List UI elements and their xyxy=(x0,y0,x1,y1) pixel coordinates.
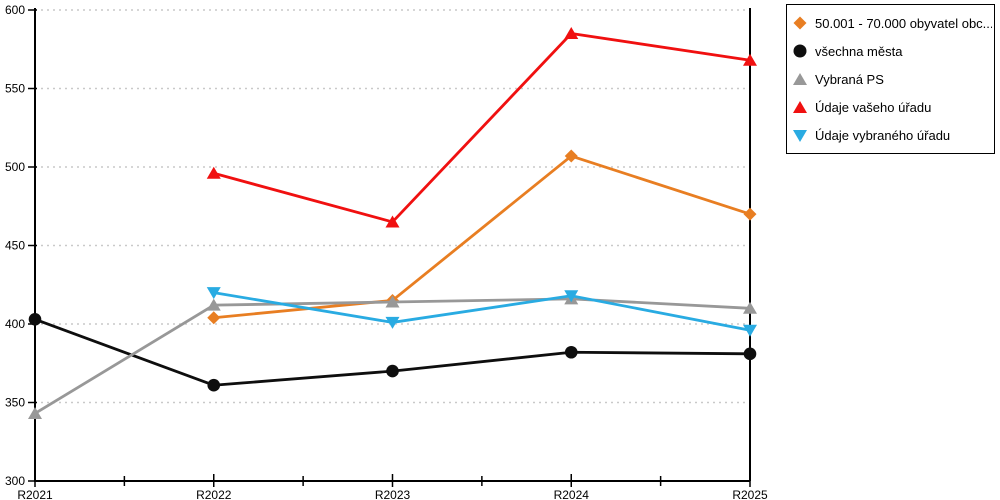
legend-item-label: Údaje vybraného úřadu xyxy=(815,127,951,143)
data-point-triangle-up xyxy=(28,406,42,419)
circle-icon xyxy=(792,43,808,59)
data-point-circle xyxy=(564,345,578,359)
diamond-icon xyxy=(792,15,808,31)
data-point-circle xyxy=(386,364,399,378)
legend-item-1[interactable]: všechna města xyxy=(792,43,992,59)
x-tick-label: R2021 xyxy=(17,488,53,500)
legend-item-0[interactable]: 50.001 - 70.000 obyvatel obc... xyxy=(792,15,992,31)
data-point-triangle-down xyxy=(743,324,757,337)
legend-item-label: Údaje vašeho úřadu xyxy=(815,99,932,115)
x-tick-label: R2023 xyxy=(375,488,411,500)
data-point-triangle-up xyxy=(743,301,757,314)
y-tick-label: 400 xyxy=(5,317,25,331)
y-tick-label: 500 xyxy=(5,160,25,174)
legend: 50.001 - 70.000 obyvatel obc... všechna m… xyxy=(786,4,995,154)
data-point-triangle-down xyxy=(385,316,400,329)
legend-item-label: 50.001 - 70.000 obyvatel obc... xyxy=(815,15,992,31)
data-point-triangle-up xyxy=(385,295,400,308)
legend-item-label: Vybraná PS xyxy=(815,71,884,87)
legend-item-label: všechna města xyxy=(815,43,903,59)
data-point-triangle-down xyxy=(206,287,221,300)
data-point-triangle-up xyxy=(206,166,221,179)
x-tick-label: R2025 xyxy=(732,488,768,500)
series-line-0 xyxy=(213,154,751,320)
data-point-triangle-up xyxy=(564,27,579,40)
data-point-triangle-up xyxy=(385,215,400,228)
data-point-diamond xyxy=(743,207,757,221)
data-point-circle xyxy=(207,378,221,392)
y-tick-label: 600 xyxy=(5,3,25,17)
series-line-4 xyxy=(213,291,751,332)
y-tick-label: 550 xyxy=(5,82,25,96)
y-tick-label: 300 xyxy=(5,474,25,488)
data-point-triangle-up xyxy=(743,53,757,66)
data-point-circle xyxy=(28,312,42,326)
triangle-down-icon xyxy=(792,127,808,143)
legend-item-2[interactable]: Vybraná PS xyxy=(792,71,992,87)
x-tick-label: R2024 xyxy=(554,488,590,500)
series-line-2 xyxy=(34,297,751,415)
data-point-triangle-down xyxy=(564,290,579,303)
legend-item-3[interactable]: Údaje vašeho úřadu xyxy=(792,99,992,115)
x-tick-label: R2022 xyxy=(196,488,232,500)
triangle-up-icon xyxy=(792,99,808,115)
series-line-3 xyxy=(213,32,751,224)
data-point-triangle-up xyxy=(206,298,221,311)
y-tick-label: 350 xyxy=(5,396,25,410)
data-point-diamond xyxy=(564,149,578,163)
data-point-circle xyxy=(743,347,757,361)
legend-item-4[interactable]: Údaje vybraného úřadu xyxy=(792,127,992,143)
data-point-diamond xyxy=(207,311,221,325)
triangle-up-icon xyxy=(792,71,808,87)
y-tick-label: 450 xyxy=(5,239,25,253)
